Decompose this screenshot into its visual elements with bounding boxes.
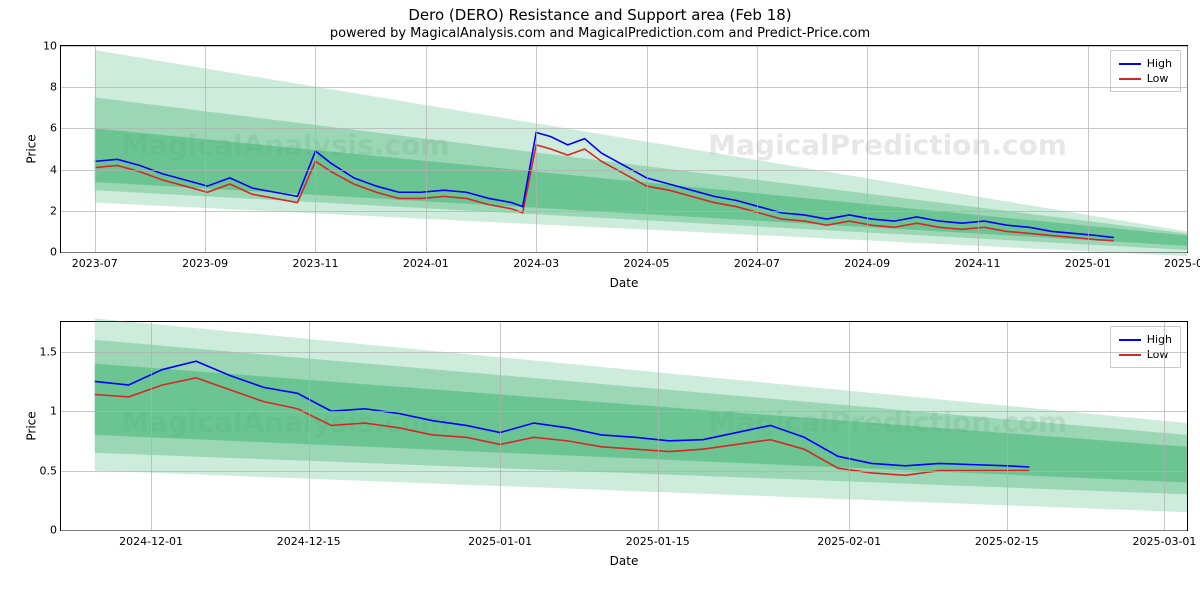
xtick-label: 2023-09 bbox=[182, 257, 228, 270]
legend-item-high: High bbox=[1119, 57, 1172, 70]
gridline-y bbox=[61, 252, 1187, 253]
legend-bottom: High Low bbox=[1110, 326, 1181, 368]
ytick-label: 8 bbox=[29, 81, 57, 94]
legend-swatch-high-2 bbox=[1119, 339, 1141, 341]
gridline-x bbox=[309, 322, 310, 530]
chart-title: Dero (DERO) Resistance and Support area … bbox=[0, 6, 1200, 24]
legend-item-low: Low bbox=[1119, 72, 1172, 85]
gridline-y bbox=[61, 87, 1187, 88]
legend-label-high: High bbox=[1147, 57, 1172, 70]
xtick-label: 2024-12-01 bbox=[119, 535, 183, 548]
gridline-x bbox=[1088, 46, 1089, 252]
xtick-label: 2024-03 bbox=[513, 257, 559, 270]
xtick-label: 2024-09 bbox=[844, 257, 890, 270]
ytick-label: 1.5 bbox=[29, 345, 57, 358]
gridline-y bbox=[61, 128, 1187, 129]
ytick-label: 2 bbox=[29, 204, 57, 217]
gridline-x bbox=[1187, 46, 1188, 252]
xtick-label: 2023-11 bbox=[292, 257, 338, 270]
gridline-x bbox=[849, 322, 850, 530]
ytick-label: 10 bbox=[29, 40, 57, 53]
xtick-label: 2024-11 bbox=[955, 257, 1001, 270]
gridline-x bbox=[315, 46, 316, 252]
xtick-label: 2025-02-01 bbox=[817, 535, 881, 548]
gridline-y bbox=[61, 352, 1187, 353]
gridline-x bbox=[95, 46, 96, 252]
gridline-x bbox=[536, 46, 537, 252]
gridline-x bbox=[500, 322, 501, 530]
xtick-label: 2025-01-15 bbox=[626, 535, 690, 548]
legend-label-low: Low bbox=[1147, 72, 1169, 85]
ytick-label: 6 bbox=[29, 122, 57, 135]
gridline-x bbox=[978, 46, 979, 252]
gridline-y bbox=[61, 211, 1187, 212]
gridline-x bbox=[658, 322, 659, 530]
gridline-x bbox=[151, 322, 152, 530]
ytick-label: 0 bbox=[29, 524, 57, 537]
xtick-label: 2023-07 bbox=[72, 257, 118, 270]
gridline-y bbox=[61, 170, 1187, 171]
legend-swatch-high bbox=[1119, 63, 1141, 65]
chart-subtitle: powered by MagicalAnalysis.com and Magic… bbox=[0, 26, 1200, 41]
xtick-label: 2024-12-15 bbox=[277, 535, 341, 548]
ytick-label: 1 bbox=[29, 405, 57, 418]
gridline-x bbox=[757, 46, 758, 252]
xtick-label: 2024-05 bbox=[624, 257, 670, 270]
ytick-label: 0 bbox=[29, 246, 57, 259]
ytick-label: 0.5 bbox=[29, 464, 57, 477]
legend-top: High Low bbox=[1110, 50, 1181, 92]
gridline-x bbox=[205, 46, 206, 252]
top-chart: Price Date MagicalAnalysis.com MagicalPr… bbox=[60, 45, 1188, 253]
gridline-y bbox=[61, 46, 1187, 47]
xtick-label: 2025-02-15 bbox=[975, 535, 1039, 548]
xtick-label: 2024-07 bbox=[734, 257, 780, 270]
gridline-x bbox=[1007, 322, 1008, 530]
gridline-x bbox=[647, 46, 648, 252]
xlabel-top: Date bbox=[610, 276, 639, 290]
gridline-y bbox=[61, 471, 1187, 472]
legend-swatch-low bbox=[1119, 78, 1141, 80]
gridline-x bbox=[867, 46, 868, 252]
legend-label-high-2: High bbox=[1147, 333, 1172, 346]
xtick-label: 2024-01 bbox=[403, 257, 449, 270]
bottom-chart-svg bbox=[61, 322, 1187, 530]
xtick-label: 2025-03 bbox=[1164, 257, 1200, 270]
gridline-x bbox=[1164, 322, 1165, 530]
legend-swatch-low-2 bbox=[1119, 354, 1141, 356]
ytick-label: 4 bbox=[29, 163, 57, 176]
xtick-label: 2025-01-01 bbox=[468, 535, 532, 548]
bottom-chart: Price Date MagicalAnalysis.com MagicalPr… bbox=[60, 321, 1188, 531]
gridline-y bbox=[61, 411, 1187, 412]
gridline-y bbox=[61, 530, 1187, 531]
top-chart-svg bbox=[61, 46, 1187, 252]
xlabel-bottom: Date bbox=[610, 554, 639, 568]
ylabel-top: Price bbox=[25, 134, 39, 163]
xtick-label: 2025-01 bbox=[1065, 257, 1111, 270]
xtick-label: 2025-03-01 bbox=[1133, 535, 1197, 548]
gridline-x bbox=[426, 46, 427, 252]
